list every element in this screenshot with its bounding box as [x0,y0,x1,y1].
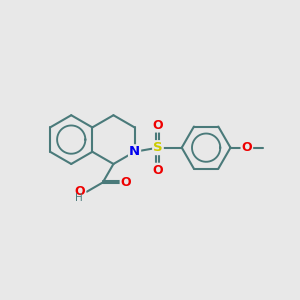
Text: O: O [153,164,163,177]
Text: S: S [153,141,163,154]
Text: O: O [121,176,131,189]
Text: O: O [242,141,252,154]
Text: N: N [129,145,140,158]
Text: O: O [153,118,163,132]
Text: O: O [75,184,85,198]
Text: H: H [75,193,82,203]
